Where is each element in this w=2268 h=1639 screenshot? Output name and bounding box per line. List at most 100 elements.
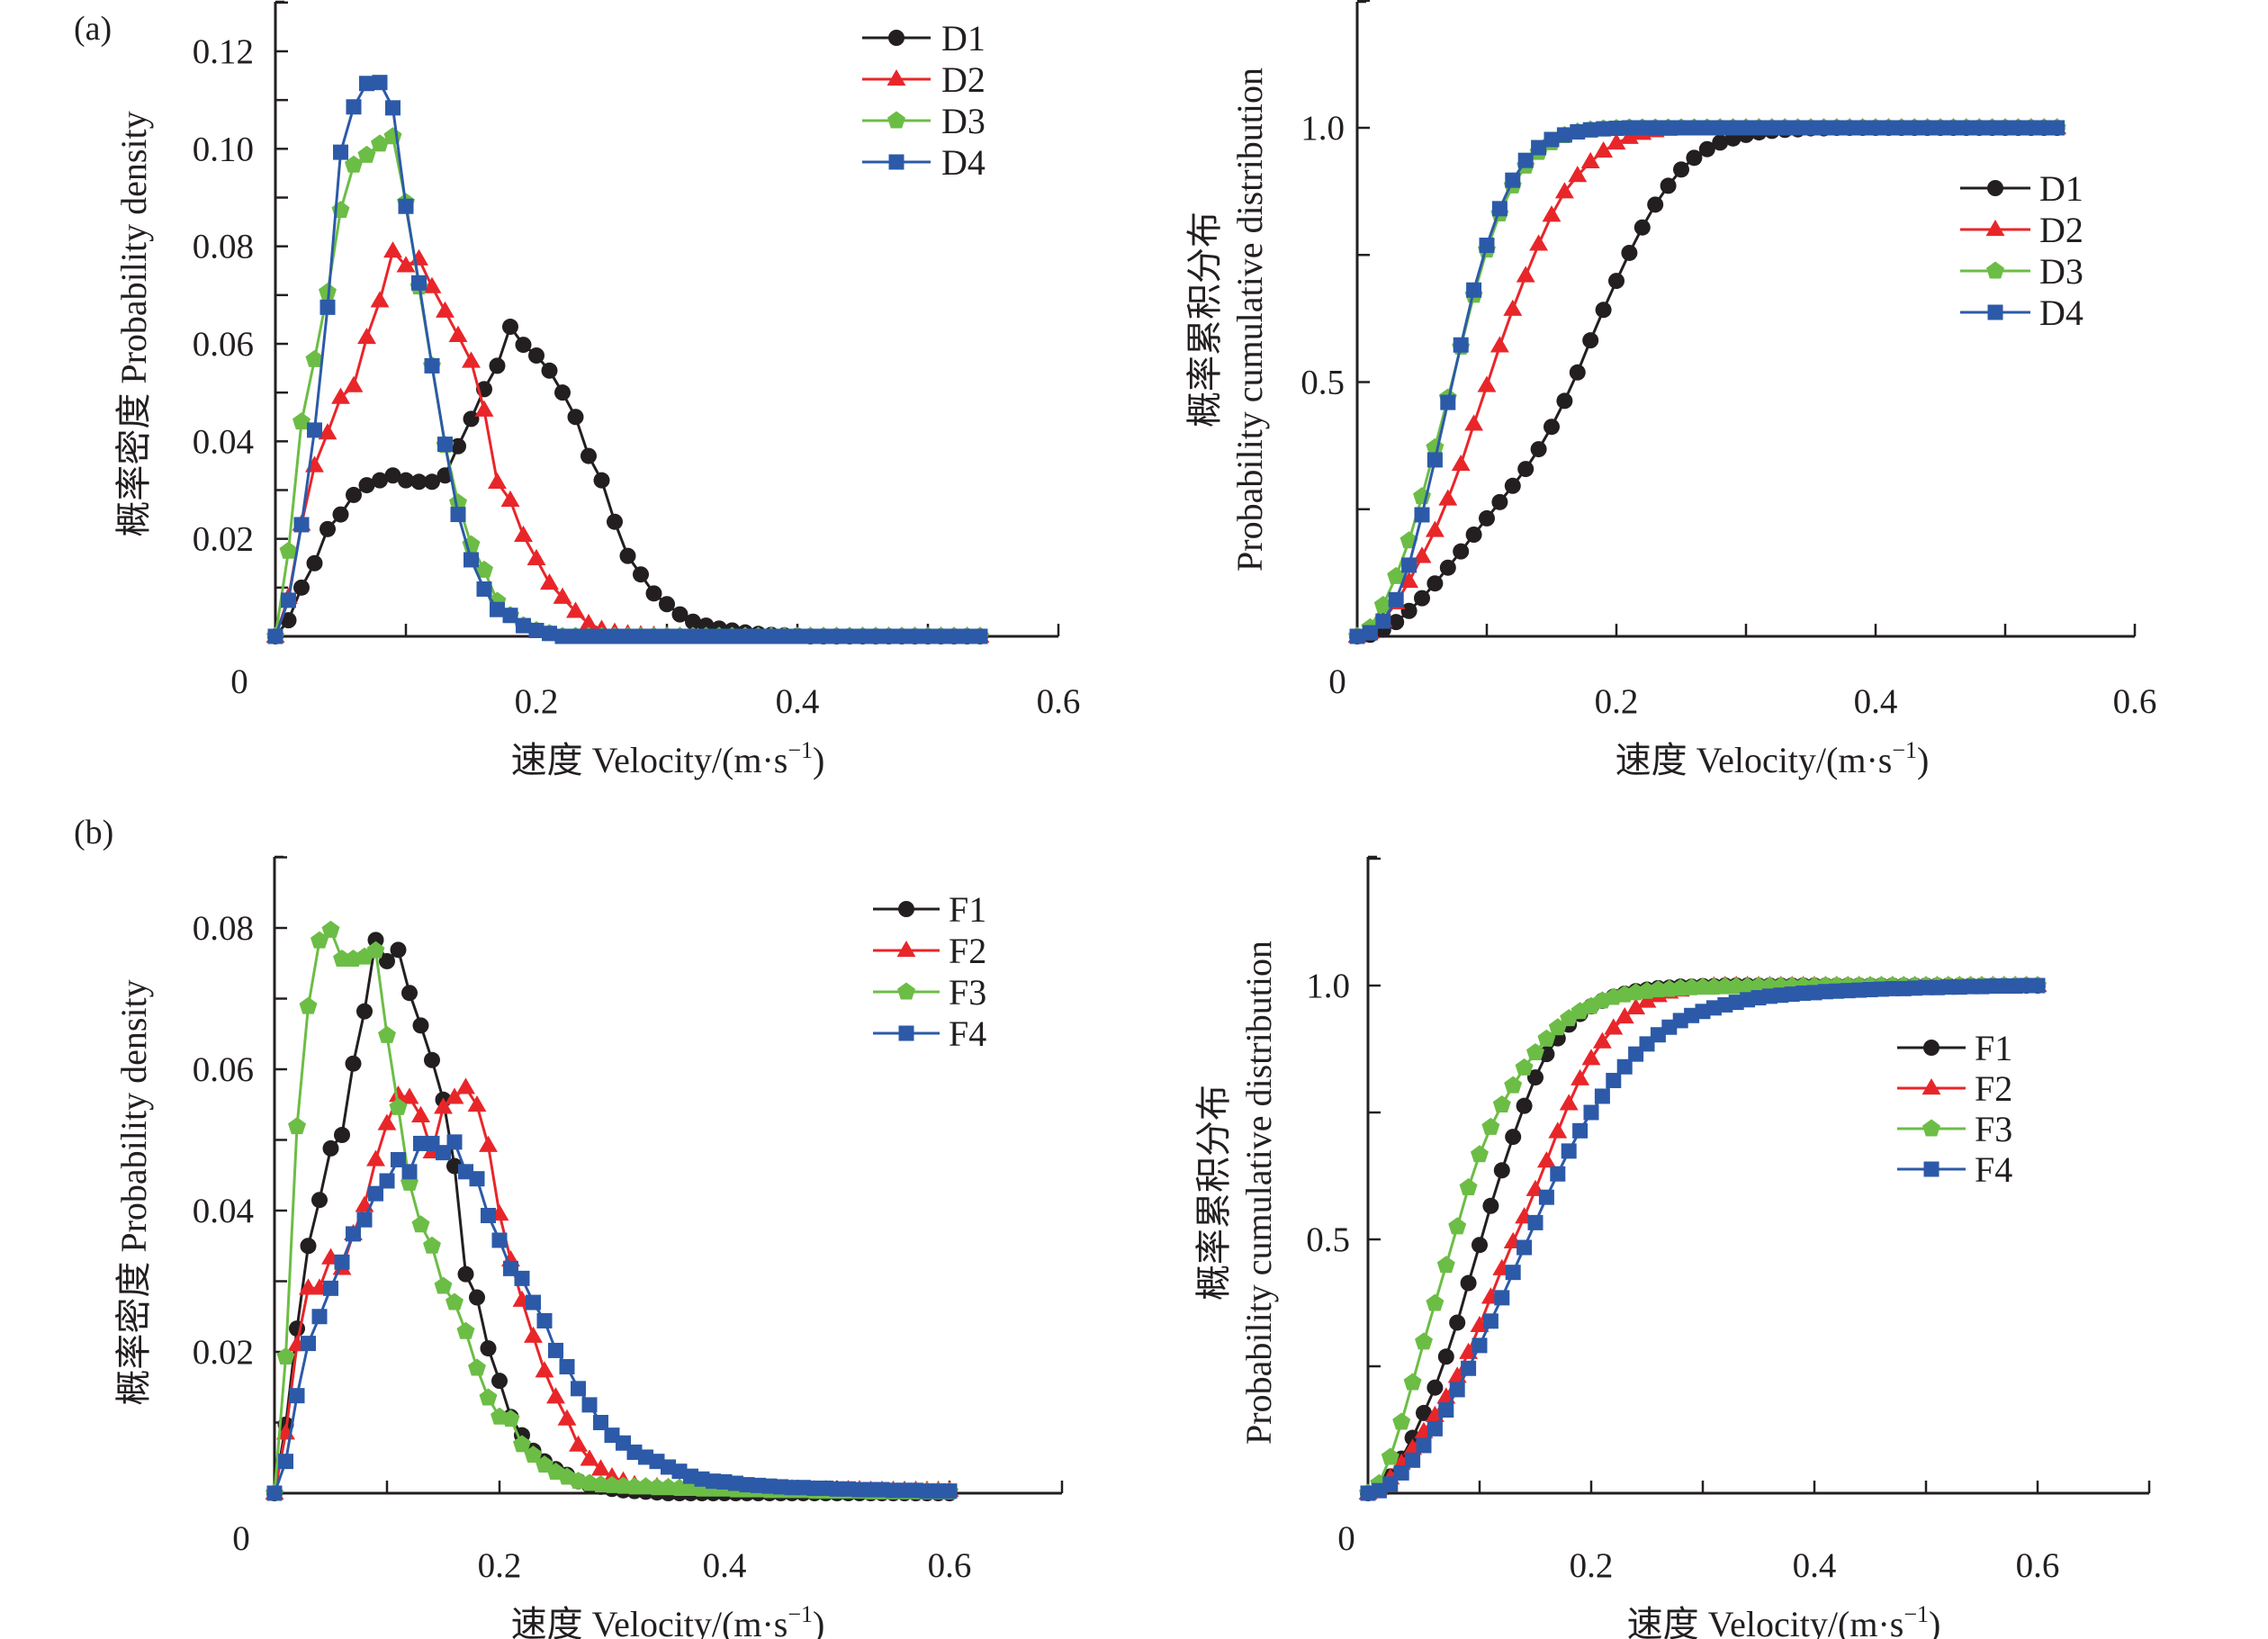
- data-point-D4: [594, 628, 609, 644]
- data-point-F1: [379, 952, 395, 969]
- x-tick-label: 0.2: [478, 1546, 522, 1585]
- data-point-D4: [920, 628, 936, 644]
- legend-label: F3: [1975, 1109, 2012, 1149]
- data-point-D2: [448, 325, 468, 342]
- data-point-D2: [1594, 140, 1614, 158]
- data-point-D4: [476, 581, 492, 597]
- data-point-F4: [266, 1485, 283, 1501]
- data-point-D4: [1349, 628, 1365, 644]
- data-point-D1: [384, 467, 401, 484]
- data-point-F2: [1615, 1006, 1634, 1024]
- data-point-D4: [972, 628, 988, 644]
- data-point-D1: [372, 472, 388, 489]
- legend-item-F4: F4: [873, 1013, 986, 1054]
- data-point-F4: [401, 1164, 418, 1180]
- data-point-D4: [281, 592, 296, 608]
- data-point-F4: [1393, 1464, 1409, 1481]
- data-point-D4: [1660, 120, 1677, 136]
- data-point-F3: [456, 1321, 475, 1339]
- data-point-F4: [323, 1280, 338, 1296]
- data-point-D4: [437, 437, 453, 453]
- data-point-F3: [423, 1236, 441, 1254]
- data-point-D4: [424, 357, 440, 374]
- data-point-F3: [479, 1388, 498, 1406]
- data-point-D1: [1530, 441, 1547, 458]
- series-F4: [1360, 977, 2046, 1501]
- data-point-F1: [1449, 1314, 1466, 1331]
- legend-marker-pentagon-icon: [897, 982, 915, 1000]
- legend-label: F1: [949, 889, 986, 930]
- x-axis-title-a-pdf: 速度 Velocity/(m·s−1): [511, 737, 825, 780]
- panel-label-a: (a): [74, 10, 112, 48]
- y-tick-label: 1.0: [1306, 967, 1350, 1005]
- x-tick-label: 0.2: [1570, 1546, 1614, 1585]
- legend-label: F1: [1975, 1028, 2012, 1068]
- legend-label: F4: [949, 1013, 986, 1054]
- data-point-D4: [516, 617, 531, 634]
- data-point-F2: [546, 1387, 565, 1404]
- data-point-F2: [366, 1149, 385, 1166]
- data-point-F2: [1581, 1049, 1601, 1066]
- data-point-D2: [1554, 182, 1574, 199]
- data-point-F4: [1583, 1104, 1599, 1121]
- data-point-D1: [358, 477, 375, 494]
- data-point-D4: [464, 552, 479, 568]
- data-point-D1: [1698, 140, 1715, 158]
- data-point-D1: [1608, 273, 1624, 290]
- data-point-D4: [307, 422, 322, 438]
- data-point-D4: [724, 628, 740, 644]
- data-point-D1: [1544, 419, 1560, 436]
- data-point-F4: [1461, 1360, 1477, 1376]
- data-point-D2: [1400, 571, 1419, 589]
- y-tick-label: 1.0: [1300, 109, 1345, 148]
- data-point-D4: [1647, 120, 1663, 136]
- data-point-D1: [1712, 134, 1729, 151]
- data-point-D2: [344, 375, 364, 392]
- data-point-D4: [711, 628, 727, 644]
- y-tick-label: 0.10: [193, 130, 254, 168]
- data-point-D1: [1504, 477, 1521, 494]
- data-point-D4: [1725, 120, 1742, 136]
- data-point-D4: [1829, 120, 1845, 136]
- legend-label: D3: [941, 101, 986, 141]
- data-point-D4: [751, 628, 766, 644]
- y-axis-title-b-cdf-en: Probability cumulative distribution: [1238, 941, 1279, 1445]
- data-point-D4: [803, 628, 818, 644]
- data-point-D4: [2010, 120, 2026, 136]
- legend-marker-triangle-icon: [886, 69, 906, 86]
- data-point-D4: [1517, 152, 1534, 168]
- data-point-F1: [457, 1265, 474, 1283]
- data-point-F2: [1425, 1405, 1444, 1422]
- data-point-D4: [1868, 120, 1884, 136]
- data-point-D2: [396, 256, 416, 273]
- series-D4: [267, 75, 988, 644]
- data-point-F4: [2030, 977, 2046, 994]
- data-point-F3: [366, 941, 385, 959]
- x-tick-label: 0.4: [1854, 682, 1898, 721]
- data-point-D1: [398, 472, 414, 489]
- data-point-D4: [1414, 507, 1430, 523]
- data-point-F4: [334, 1254, 350, 1270]
- legend-marker-square-icon: [1923, 1161, 1940, 1177]
- data-point-F3: [1459, 1177, 1478, 1195]
- data-point-F2: [524, 1326, 543, 1343]
- data-point-D4: [450, 507, 466, 523]
- data-point-F4: [941, 1483, 958, 1499]
- data-point-F3: [513, 1435, 531, 1453]
- data-point-D4: [1531, 140, 1547, 156]
- y-axis-title-a-pdf: 概率密度 Probability density: [113, 111, 154, 536]
- data-point-D4: [881, 628, 896, 644]
- data-point-D1: [1491, 493, 1508, 510]
- legend-marker-circle-icon: [1987, 180, 2003, 196]
- y-tick-label: 0.02: [193, 1333, 254, 1372]
- data-point-D1: [424, 473, 440, 491]
- x-axis-title-a-cdf: 速度 Velocity/(m·s−1): [1616, 737, 1930, 780]
- data-point-D4: [646, 628, 662, 644]
- data-point-D4: [320, 299, 336, 315]
- data-point-D4: [959, 628, 975, 644]
- data-point-F3: [288, 1117, 306, 1135]
- data-point-F4: [481, 1207, 496, 1223]
- y-tick-label: 0.08: [193, 228, 254, 266]
- y-tick-label: 0.06: [193, 1050, 254, 1089]
